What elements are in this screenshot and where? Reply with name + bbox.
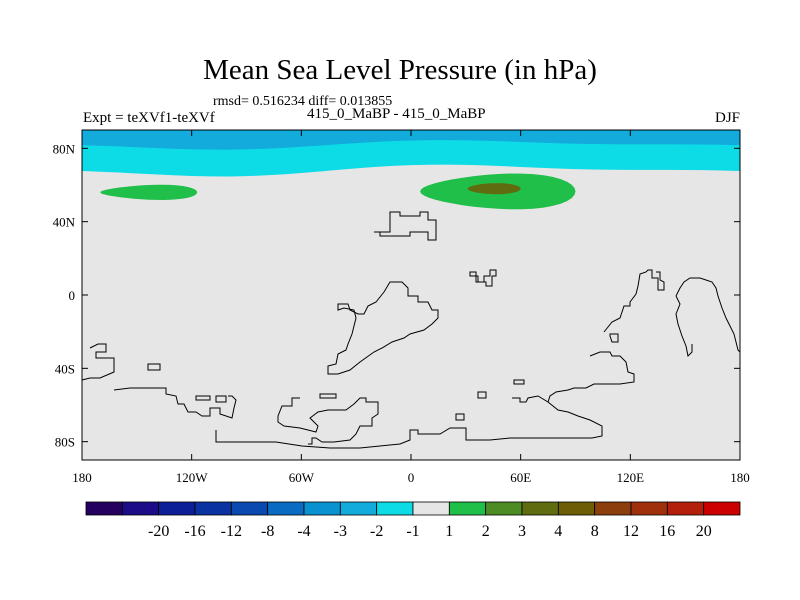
- colorbar-label: -8: [261, 523, 274, 540]
- colorbar-label: 4: [554, 523, 562, 540]
- colorbar-box: [303, 501, 341, 516]
- colorbar-box: [85, 501, 123, 516]
- colorbar-box: [594, 501, 632, 516]
- y-tick-label: 80N: [53, 141, 76, 156]
- subtitle-text: 415_0_MaBP - 415_0_MaBP: [307, 106, 486, 122]
- colorbar-box: [703, 501, 741, 516]
- plot-area: 180 120W 60W 0 60E 120E 180 80N 40N 0 40S 80S: [53, 129, 750, 485]
- colorbar-box: [666, 501, 705, 516]
- coastline-islands-south: [319, 379, 525, 421]
- colorbar-label: -1: [406, 523, 419, 540]
- coastline-east-asia: [675, 277, 741, 358]
- coastline-islands: [469, 269, 497, 287]
- x-tick-label: 120W: [176, 470, 209, 485]
- colorbar-label: -20: [148, 523, 169, 540]
- colorbar-box: [339, 501, 378, 516]
- north-pacific-anomaly: [100, 184, 198, 200]
- x-axis: 180 120W 60W 0 60E 120E 180: [72, 130, 750, 485]
- x-tick-label: 60W: [289, 470, 315, 485]
- coastline-north-america: [374, 211, 437, 241]
- colorbar-label: -4: [297, 523, 310, 540]
- colorbar-label: 1: [445, 523, 453, 540]
- coastline-south-pacific: [547, 351, 635, 403]
- colorbar-box: [485, 501, 523, 516]
- coastline-south-america: [327, 281, 439, 375]
- y-tick-label: 80S: [55, 435, 75, 450]
- coastline-antarctica: [215, 395, 603, 449]
- colorbar-label: 3: [518, 523, 526, 540]
- colorbar-label: 8: [591, 523, 599, 540]
- colorbar-label: 20: [696, 523, 712, 540]
- x-tick-label: 180: [72, 470, 92, 485]
- coastline-africa: [277, 397, 379, 445]
- colorbar-label: 2: [482, 523, 490, 540]
- y-tick-label: 0: [69, 288, 76, 303]
- coastline-west: [81, 343, 237, 419]
- colorbar-box: [557, 501, 596, 516]
- anomaly-fields: [82, 130, 740, 210]
- experiment-label: Expt = teXVf1-teXVf: [83, 110, 215, 126]
- x-tick-label: 60E: [510, 470, 531, 485]
- y-tick-label: 40N: [53, 215, 76, 230]
- colorbar-label: -12: [221, 523, 242, 540]
- colorbar-box: [158, 501, 196, 516]
- colorbar-box: [448, 501, 487, 516]
- colorbar-label: -2: [370, 523, 383, 540]
- colorbar-box: [521, 501, 559, 516]
- x-tick-label: 0: [408, 470, 415, 485]
- colorbar-label: -3: [334, 523, 347, 540]
- colorbar-box: [412, 501, 450, 516]
- eurasian-anomaly-core: [467, 183, 521, 195]
- colorbar-box: [376, 501, 414, 516]
- colorbar-box: [194, 501, 232, 516]
- plot-background: [82, 130, 740, 460]
- x-tick-label: 120E: [617, 470, 645, 485]
- stats-text: rmsd= 0.516234 diff= 0.013855: [213, 94, 393, 109]
- colorbar-box: [230, 501, 269, 516]
- chart-title: Mean Sea Level Pressure (in hPa): [203, 54, 597, 86]
- season-label: DJF: [714, 110, 740, 126]
- colorbar-label: 16: [659, 523, 675, 540]
- colorbar-box: [267, 501, 305, 516]
- colorbar-box: [630, 501, 668, 516]
- coastlines: [81, 211, 741, 449]
- y-tick-label: 40S: [55, 361, 75, 376]
- y-axis: 80N 40N 0 40S 80S: [53, 141, 740, 450]
- colorbar-labels: -20 -16 -12 -8 -4 -3 -2 -1 1 2 3 4 8 12 16 20: [148, 523, 712, 540]
- colorbar-label: 12: [623, 523, 639, 540]
- coastline-australia: [603, 269, 665, 343]
- x-tick-label: 180: [730, 470, 750, 485]
- colorbar-boxes: [85, 501, 741, 516]
- polar-band-outer: [82, 130, 740, 150]
- colorbar-label: -16: [184, 523, 205, 540]
- colorbar-box: [121, 501, 160, 516]
